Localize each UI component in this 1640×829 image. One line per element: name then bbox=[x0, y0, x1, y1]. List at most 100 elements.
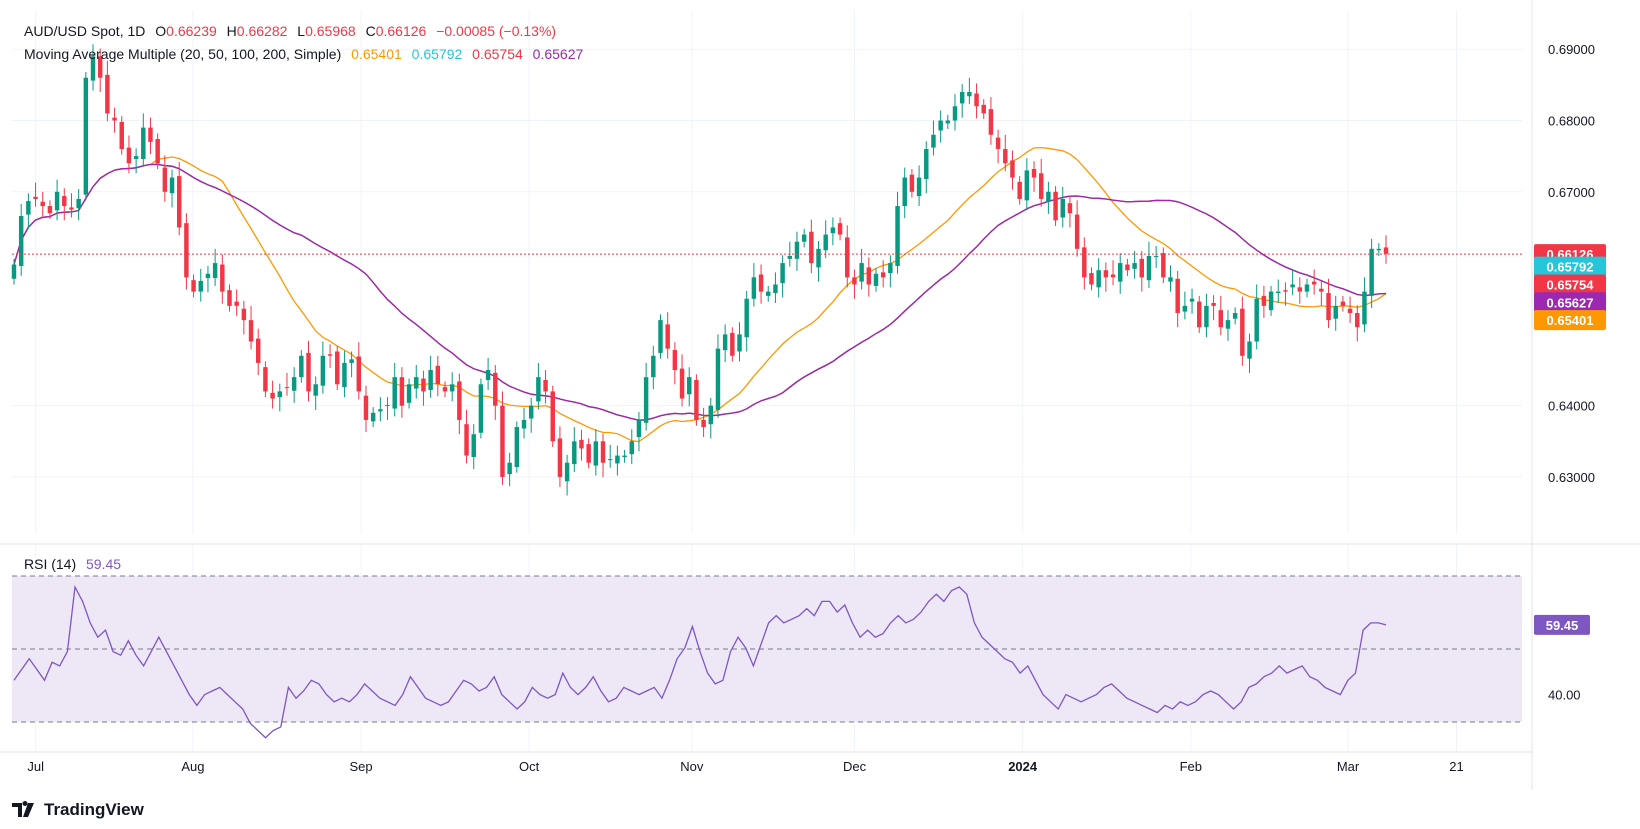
close-value: 0.66126 bbox=[375, 23, 427, 39]
candle bbox=[227, 284, 232, 312]
candle-body bbox=[1225, 320, 1231, 329]
candle bbox=[356, 342, 362, 400]
candle-body bbox=[816, 248, 821, 268]
candle bbox=[1125, 258, 1130, 276]
candle bbox=[665, 312, 670, 359]
candle bbox=[679, 354, 685, 407]
candle-body bbox=[794, 241, 800, 259]
candle-body bbox=[1031, 168, 1037, 178]
candle-body bbox=[155, 139, 160, 164]
candle-body bbox=[507, 462, 512, 475]
rsi-legend-label[interactable]: RSI (14) bbox=[24, 556, 77, 572]
candle-body bbox=[701, 419, 706, 428]
candle bbox=[1168, 265, 1173, 292]
candle bbox=[773, 272, 778, 304]
candle-body bbox=[162, 167, 168, 192]
candle-body bbox=[457, 381, 462, 420]
candle-body bbox=[1340, 301, 1346, 306]
candle-body bbox=[1074, 214, 1080, 249]
candle-body bbox=[399, 377, 405, 406]
candle-body bbox=[270, 392, 275, 399]
candle bbox=[248, 305, 254, 350]
candle-body bbox=[945, 120, 951, 124]
candle bbox=[852, 269, 857, 299]
price-label-text: 0.65627 bbox=[1547, 295, 1594, 310]
candle-body bbox=[141, 127, 146, 160]
candle-body bbox=[572, 441, 577, 465]
candle bbox=[1146, 241, 1152, 289]
candle-body bbox=[1024, 170, 1030, 201]
symbol-title[interactable]: AUD/USD Spot, 1D bbox=[24, 23, 146, 39]
candle-body bbox=[1096, 270, 1101, 288]
price-label-bg bbox=[1534, 274, 1606, 295]
candle-body bbox=[636, 419, 642, 438]
candle-body bbox=[1189, 298, 1195, 302]
brand-logo[interactable]: TradingView bbox=[12, 800, 144, 820]
candle-body bbox=[1254, 298, 1259, 342]
rsi-overbought-oversold-band bbox=[12, 576, 1522, 722]
candle-body bbox=[449, 384, 455, 392]
candle-body bbox=[327, 354, 333, 356]
candle bbox=[62, 188, 67, 221]
candle-body bbox=[1153, 255, 1159, 257]
candle-body bbox=[959, 91, 965, 104]
candle bbox=[1376, 243, 1382, 256]
ma-legend-label[interactable]: Moving Average Multiple (20, 50, 100, 20… bbox=[24, 46, 342, 62]
candle bbox=[198, 268, 203, 302]
candle bbox=[600, 433, 606, 477]
candle-body bbox=[1067, 203, 1073, 214]
price-label-text: 0.65401 bbox=[1547, 313, 1594, 328]
candle-body bbox=[1283, 290, 1288, 292]
candle bbox=[959, 84, 965, 118]
rsi-legend-value: 59.45 bbox=[86, 556, 122, 572]
candle-body bbox=[349, 359, 354, 363]
candle-body bbox=[658, 320, 663, 353]
time-tick-label: Feb bbox=[1180, 759, 1202, 774]
price-label: 0.65792 bbox=[1534, 256, 1606, 277]
candle bbox=[1261, 285, 1267, 318]
candle-body bbox=[809, 231, 814, 264]
candle bbox=[593, 429, 599, 476]
candle-body bbox=[320, 355, 326, 386]
moving-average-legend: Moving Average Multiple (20, 50, 100, 20… bbox=[24, 46, 589, 62]
candle bbox=[974, 83, 979, 119]
candle bbox=[47, 200, 53, 219]
candle bbox=[1347, 296, 1353, 323]
candle bbox=[83, 72, 89, 201]
ma50-value: 0.65792 bbox=[411, 46, 463, 62]
candle bbox=[1046, 181, 1051, 214]
candle bbox=[313, 376, 318, 410]
candle bbox=[730, 327, 735, 362]
candle bbox=[1362, 277, 1367, 333]
candle bbox=[176, 161, 182, 236]
ma200-value: 0.65627 bbox=[532, 46, 584, 62]
candle bbox=[1067, 195, 1073, 228]
candle bbox=[1189, 288, 1195, 314]
candle bbox=[737, 322, 742, 362]
candle-body bbox=[837, 223, 843, 235]
candle-body bbox=[1146, 255, 1152, 281]
candle bbox=[105, 60, 110, 122]
candle-body bbox=[90, 56, 96, 81]
candle-body bbox=[737, 334, 742, 352]
candle bbox=[457, 373, 462, 435]
rsi-label-text: 59.45 bbox=[1546, 618, 1579, 633]
candle-body bbox=[1103, 270, 1109, 278]
candle-body bbox=[126, 147, 132, 164]
candle bbox=[26, 193, 31, 229]
candle bbox=[421, 370, 426, 406]
candle bbox=[1089, 267, 1094, 291]
candle-body bbox=[1290, 284, 1295, 288]
candle bbox=[557, 426, 563, 487]
candle bbox=[536, 362, 541, 410]
candle-body bbox=[528, 405, 534, 419]
candle-body bbox=[823, 234, 828, 251]
candle bbox=[543, 370, 548, 404]
candle bbox=[572, 427, 577, 472]
candle bbox=[579, 429, 584, 461]
candle bbox=[744, 290, 749, 352]
candle bbox=[507, 452, 512, 487]
open-label: O bbox=[155, 23, 167, 39]
candle-body bbox=[651, 355, 656, 378]
candle-body bbox=[622, 455, 627, 458]
